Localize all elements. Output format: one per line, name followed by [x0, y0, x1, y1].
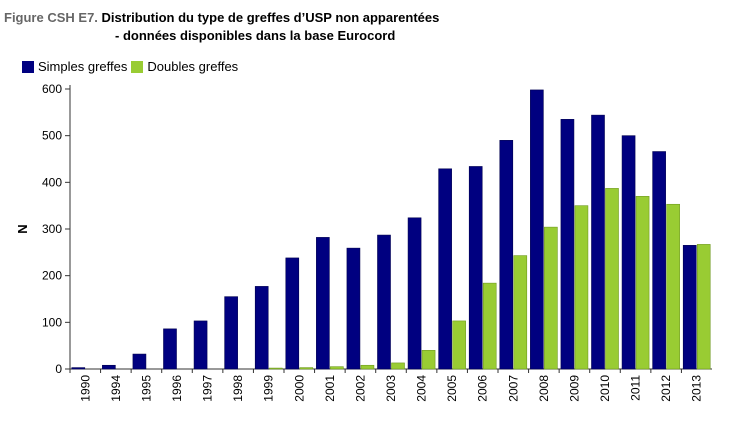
x-tick-label-2010: 2010	[598, 375, 612, 402]
x-tick-label-2000: 2000	[292, 375, 306, 402]
bar-doubles-1999	[268, 367, 283, 370]
bar-simples-1990	[71, 367, 86, 370]
bar-simples-2008	[530, 89, 544, 370]
x-tick-label-2005: 2005	[445, 375, 459, 402]
bar-doubles-2007	[513, 255, 528, 370]
x-tick-label-1994: 1994	[109, 375, 123, 402]
bar-simples-2011	[621, 135, 636, 370]
x-tick-label-2013: 2013	[690, 375, 704, 402]
bar-simples-2000	[285, 257, 300, 370]
bar-doubles-2013	[696, 244, 711, 370]
y-tick-label-400: 400	[42, 175, 62, 189]
x-tick-label-1996: 1996	[170, 375, 184, 402]
bar-simples-1994	[102, 364, 116, 370]
bar-simples-1996	[163, 328, 177, 370]
legend-label-doubles: Doubles greffes	[147, 59, 239, 74]
bar-doubles-2001	[330, 366, 344, 370]
x-tick-label-1995: 1995	[139, 375, 153, 402]
chart-legend: Simples greffes Doubles greffes	[22, 59, 242, 74]
x-tick-label-1998: 1998	[231, 375, 245, 402]
bar-simples-2006	[468, 166, 483, 370]
bar-simples-2005	[438, 168, 452, 370]
y-tick-label-300: 300	[42, 222, 62, 236]
x-tick-label-2001: 2001	[323, 375, 337, 402]
bar-simples-1998	[224, 296, 238, 370]
bar-simples-1997	[193, 320, 208, 370]
legend-swatch-simples	[22, 60, 34, 73]
y-tick-label-0: 0	[55, 362, 62, 376]
figure-label: Figure CSH E7.	[4, 10, 98, 25]
bar-simples-1999	[254, 286, 269, 370]
bar-simples-2004	[407, 217, 422, 370]
legend-label-simples: Simples greffes	[38, 59, 128, 74]
y-axis-label: N	[15, 224, 30, 233]
bar-doubles-2004	[421, 350, 436, 370]
x-tick-label-1997: 1997	[201, 375, 215, 402]
x-tick-label-2006: 2006	[476, 375, 490, 402]
bar-doubles-2003	[391, 362, 405, 370]
bar-doubles-2010	[605, 188, 619, 370]
title-line-2: - données disponibles dans la base Euroc…	[115, 28, 396, 43]
figure-title: Figure CSH E7. Distribution du type de g…	[4, 9, 440, 43]
bar-doubles-2002	[360, 364, 375, 370]
bar-simples-2012	[652, 151, 666, 370]
bar-simples-2007	[499, 140, 514, 370]
x-tick-label-2008: 2008	[537, 375, 551, 402]
x-tick-label-1990: 1990	[78, 375, 92, 402]
y-tick-label-100: 100	[42, 315, 62, 329]
legend-item-simples: Simples greffes	[22, 59, 127, 74]
bar-doubles-2006	[482, 282, 497, 370]
bar-simples-2002	[346, 247, 361, 370]
bar-simples-2013	[682, 245, 697, 370]
bar-doubles-2008	[544, 226, 558, 370]
legend-item-doubles: Doubles greffes	[131, 59, 238, 74]
bar-doubles-2012	[666, 203, 680, 370]
bar-simples-1995	[132, 353, 147, 370]
x-tick-label-2004: 2004	[415, 375, 429, 402]
y-tick-label-500: 500	[42, 129, 62, 143]
title-line-1: Distribution du type de greffes d’USP no…	[101, 10, 440, 25]
bar-simples-2001	[316, 237, 330, 370]
x-tick-label-2011: 2011	[629, 375, 643, 401]
x-tick-label-2003: 2003	[384, 375, 398, 402]
bar-simples-2010	[591, 114, 605, 370]
x-tick-label-2002: 2002	[353, 375, 367, 402]
bar-simples-2009	[560, 119, 575, 370]
bar-doubles-2000	[299, 367, 314, 370]
x-tick-label-1999: 1999	[262, 375, 276, 402]
x-tick-label-2012: 2012	[659, 375, 673, 402]
y-tick-label-200: 200	[42, 269, 62, 283]
x-tick-label-2009: 2009	[567, 375, 581, 402]
bar-doubles-2009	[574, 205, 589, 370]
bar-simples-2003	[377, 234, 391, 370]
legend-swatch-doubles	[131, 60, 144, 73]
bar-doubles-2005	[452, 320, 466, 370]
x-tick-label-2007: 2007	[506, 375, 520, 402]
bar-doubles-2011	[635, 196, 650, 370]
y-tick-label-600: 600	[42, 82, 62, 96]
